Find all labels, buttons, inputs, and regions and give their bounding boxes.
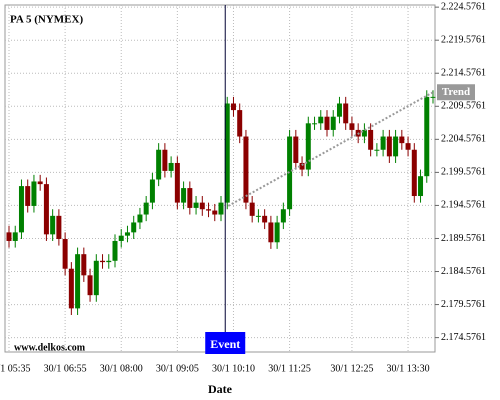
y-tick-label: 2.174.5761 — [441, 332, 486, 343]
candle-body — [87, 275, 93, 296]
candle-body — [37, 181, 43, 185]
candle-body — [93, 260, 99, 296]
candle-body — [255, 215, 261, 217]
candle-body — [25, 186, 31, 206]
candle-body — [243, 136, 249, 203]
candle-body — [312, 123, 318, 125]
trend-box — [437, 84, 475, 101]
candle-body — [218, 202, 224, 215]
y-tick-label: 2.224.5761 — [441, 1, 486, 12]
candle-body — [193, 202, 199, 208]
y-tick-label: 2.184.5761 — [441, 266, 486, 277]
y-tick-label: 2.214.5761 — [441, 68, 486, 79]
candle-body — [224, 103, 230, 203]
x-tick-label: 30/1 13:30 — [387, 363, 430, 374]
candle-body — [343, 103, 349, 124]
candle-body — [68, 268, 74, 309]
candle-body — [199, 202, 205, 210]
y-tick-label: 2.209.5761 — [441, 101, 486, 112]
event-box — [205, 332, 246, 354]
candle-body — [149, 179, 155, 203]
x-axis-label: Date — [208, 382, 233, 396]
trend-label: Trend — [442, 86, 470, 98]
candle-body — [174, 162, 180, 203]
candle-body — [143, 202, 149, 215]
y-tick-label: 2.194.5761 — [441, 200, 486, 211]
candle-body — [305, 123, 311, 170]
candle-body — [293, 136, 299, 163]
x-tick-label: 30/1 06:55 — [44, 363, 87, 374]
candle-body — [237, 110, 243, 137]
candle-body — [81, 254, 87, 276]
candle-body — [156, 149, 162, 180]
candle-body — [62, 238, 68, 269]
x-tick-label: 30/1 05:35 — [0, 363, 31, 374]
candle-body — [274, 222, 280, 243]
y-tick-label: 2.219.5761 — [441, 34, 486, 45]
candle-body — [181, 188, 187, 203]
candle-body — [124, 232, 130, 236]
candle-body — [6, 232, 12, 241]
watermark: www.delkos.com — [14, 342, 86, 353]
candle-body — [262, 215, 268, 223]
candle-body — [368, 129, 374, 150]
candle-body — [374, 149, 380, 151]
trend-line — [227, 91, 434, 207]
y-tick-label: 2.179.5761 — [441, 299, 486, 310]
candle-body — [361, 129, 367, 137]
candle-body — [336, 103, 342, 117]
candle-body — [187, 188, 193, 208]
x-tick-label: 30/1 09:05 — [156, 363, 199, 374]
chart-title: PA 5 (NYMEX) — [10, 14, 83, 26]
candle-body — [12, 232, 18, 241]
candle-body — [100, 260, 106, 263]
candle-body — [162, 149, 168, 171]
x-tick-label: 30/1 08:00 — [100, 363, 143, 374]
candle-body — [405, 143, 411, 150]
candle-body — [230, 103, 236, 111]
candle-body — [268, 222, 274, 243]
candle-body — [212, 210, 218, 215]
candle-body — [56, 215, 62, 239]
candle-body — [380, 136, 386, 150]
event-label: Event — [210, 337, 240, 351]
candle-body — [299, 162, 305, 170]
y-tick-label: 2.199.5761 — [441, 167, 486, 178]
candle-body — [43, 184, 49, 235]
candle-body — [75, 254, 81, 309]
candle-body — [168, 162, 174, 171]
y-tick-label: 2.189.5761 — [441, 233, 486, 244]
candle-body — [118, 235, 124, 241]
candle-body — [249, 202, 255, 216]
candle-body — [50, 215, 56, 235]
candle-body — [393, 136, 399, 157]
candle-body — [137, 214, 143, 223]
candle-body — [418, 176, 424, 197]
candle-body — [18, 186, 24, 233]
candle-body — [324, 116, 330, 130]
candle-body — [386, 136, 392, 157]
candle-body — [106, 260, 112, 263]
candle-body — [399, 136, 405, 144]
y-tick-label: 2.204.5761 — [441, 134, 486, 145]
candle-body — [318, 116, 324, 124]
candle-body — [349, 123, 355, 130]
candle-body — [330, 116, 336, 130]
x-tick-label: 30/1 12:25 — [330, 363, 373, 374]
candle-body — [131, 222, 137, 233]
candle-body — [280, 209, 286, 223]
candle-body — [411, 149, 417, 197]
x-tick-label: 30/1 11:25 — [268, 363, 311, 374]
candle-body — [206, 209, 212, 211]
candle-body — [424, 96, 430, 177]
candle-body — [430, 96, 436, 98]
candle-body — [31, 181, 37, 206]
candle-body — [112, 240, 118, 261]
x-tick-label: 30/1 10:10 — [212, 363, 255, 374]
